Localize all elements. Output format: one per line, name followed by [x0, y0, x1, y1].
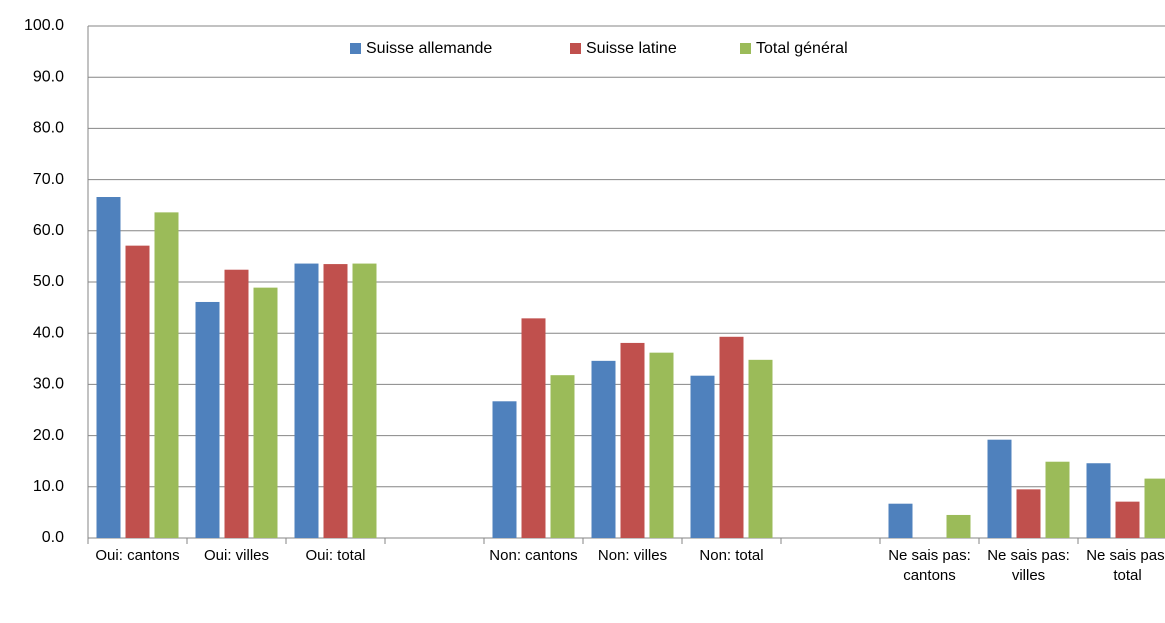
legend-label: Total général: [756, 40, 848, 57]
y-tick-label: 10.0: [33, 478, 64, 495]
bar: [195, 301, 220, 538]
bar: [125, 245, 150, 538]
bar: [294, 263, 319, 538]
bar: [649, 352, 674, 538]
legend-label: Suisse allemande: [366, 40, 492, 57]
legend-label: Suisse latine: [586, 40, 677, 57]
bar: [1045, 461, 1070, 538]
bar: [1016, 489, 1041, 538]
bar: [620, 342, 645, 538]
y-tick-label: 0.0: [42, 529, 64, 546]
bar: [253, 287, 278, 538]
x-tick-label-box: Non: total: [699, 547, 764, 564]
y-tick-label: 40.0: [33, 324, 64, 341]
bar: [96, 197, 121, 538]
x-tick-label: Oui: total: [305, 547, 366, 564]
y-tick-label: 30.0: [33, 376, 64, 393]
bar: [154, 212, 179, 539]
y-tick-label: 90.0: [33, 68, 64, 85]
bar: [719, 336, 744, 538]
bar: [946, 514, 971, 538]
y-tick-label: 100.0: [24, 17, 64, 34]
bar: [1115, 501, 1140, 538]
x-tick-label-box: Ne sais pas: total: [1086, 547, 1165, 584]
x-tick-label: Ne sais pas: villes: [987, 547, 1070, 584]
legend-swatch: [570, 43, 581, 54]
x-tick-label-box: Oui: total: [305, 547, 366, 564]
bar: [550, 375, 575, 538]
y-tick-label: 50.0: [33, 273, 64, 290]
x-tick-label: Oui: villes: [203, 547, 270, 564]
bar: [323, 264, 348, 538]
x-tick-label: Non: villes: [597, 547, 668, 564]
legend-swatch: [350, 43, 361, 54]
bar: [521, 318, 546, 538]
legend-swatch: [740, 43, 751, 54]
x-tick-label-box: Ne sais pas: cantons: [888, 547, 971, 584]
bar: [690, 375, 715, 538]
x-tick-label: Ne sais pas: total: [1086, 547, 1165, 584]
x-tick-label-box: Oui: villes: [203, 547, 270, 564]
x-tick-label-box: Non: cantons: [489, 547, 578, 564]
y-tick-label: 70.0: [33, 171, 64, 188]
x-tick-label: Ne sais pas: cantons: [888, 547, 971, 584]
y-tick-label: 20.0: [33, 427, 64, 444]
bar: [591, 360, 616, 538]
y-tick-label: 60.0: [33, 222, 64, 239]
bar: [888, 503, 913, 538]
bar: [224, 269, 249, 538]
bar: [352, 263, 377, 538]
x-tick-label: Non: total: [699, 547, 764, 564]
y-tick-label: 80.0: [33, 120, 64, 137]
bar: [1086, 463, 1111, 538]
bar: [748, 359, 773, 538]
x-tick-label-box: Ne sais pas: villes: [987, 547, 1070, 584]
bar: [1144, 478, 1165, 538]
x-tick-label-box: Non: villes: [597, 547, 668, 564]
x-tick-label-box: Oui: cantons: [95, 547, 180, 564]
x-tick-label: Non: cantons: [489, 547, 578, 564]
x-tick-label: Oui: cantons: [95, 547, 180, 564]
bar: [492, 401, 517, 538]
bar: [987, 439, 1012, 538]
